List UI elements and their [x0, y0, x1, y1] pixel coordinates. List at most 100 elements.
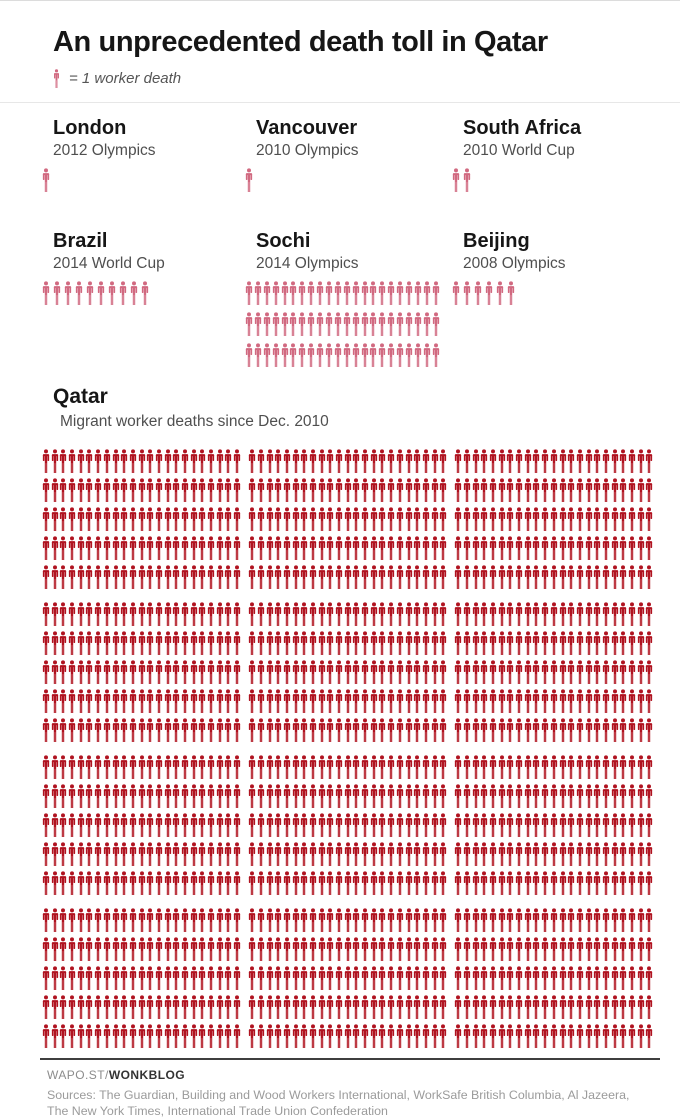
worker-icon: [103, 908, 111, 932]
worker-icon: [593, 755, 601, 779]
worker-icon: [422, 449, 430, 473]
worker-icon: [422, 937, 430, 961]
pictogram-block: [454, 602, 653, 626]
worker-icon: [431, 507, 439, 531]
pictogram-block: [42, 908, 241, 932]
worker-icon: [155, 966, 163, 990]
worker-icon: [585, 478, 593, 502]
worker-icon: [77, 871, 85, 895]
worker-icon: [85, 908, 93, 932]
pictogram-block: [248, 908, 447, 932]
worker-icon: [181, 602, 189, 626]
worker-icon: [431, 871, 439, 895]
pictogram-block: [248, 507, 447, 531]
worker-icon: [172, 718, 180, 742]
worker-icon: [172, 660, 180, 684]
worker-icon: [42, 281, 50, 305]
worker-icon: [224, 813, 232, 837]
worker-icon: [344, 478, 352, 502]
worker-icon: [198, 565, 206, 589]
worker-icon: [474, 281, 482, 305]
worker-icon: [439, 536, 447, 560]
worker-icon: [498, 755, 506, 779]
worker-icon: [164, 602, 172, 626]
worker-icon: [138, 631, 146, 655]
worker-icon: [146, 784, 154, 808]
worker-icon: [352, 281, 360, 305]
worker-icon: [361, 536, 369, 560]
worker-icon: [506, 1024, 514, 1048]
worker-icon: [68, 937, 76, 961]
pictogram-block: [248, 689, 447, 713]
worker-icon: [300, 478, 308, 502]
worker-icon: [292, 937, 300, 961]
worker-icon: [405, 784, 413, 808]
worker-icon: [300, 937, 308, 961]
worker-icon: [309, 784, 317, 808]
worker-icon: [489, 478, 497, 502]
worker-icon: [120, 631, 128, 655]
worker-icon: [361, 343, 369, 367]
worker-icon: [378, 565, 386, 589]
worker-icon: [103, 602, 111, 626]
worker-icon: [77, 755, 85, 779]
pictogram-block: [248, 718, 447, 742]
worker-icon: [506, 842, 514, 866]
group-pictogram: [452, 168, 652, 192]
worker-icon: [567, 1024, 575, 1048]
worker-icon: [224, 784, 232, 808]
worker-icon: [335, 784, 343, 808]
worker-icon: [283, 995, 291, 1019]
worker-icon: [207, 784, 215, 808]
worker-icon: [439, 660, 447, 684]
worker-icon: [300, 449, 308, 473]
worker-icon: [129, 908, 137, 932]
worker-icon: [112, 565, 120, 589]
worker-icon: [233, 660, 241, 684]
worker-icon: [472, 842, 480, 866]
worker-icon: [619, 602, 627, 626]
worker-icon: [224, 631, 232, 655]
worker-icon: [532, 937, 540, 961]
worker-icon: [413, 478, 421, 502]
worker-icon: [274, 478, 282, 502]
worker-icon: [283, 937, 291, 961]
group-london: London 2012 Olympics: [42, 117, 245, 192]
worker-icon: [628, 536, 636, 560]
worker-icon: [559, 937, 567, 961]
worker-icon: [559, 536, 567, 560]
worker-icon: [68, 784, 76, 808]
worker-icon: [146, 871, 154, 895]
worker-icon: [576, 937, 584, 961]
worker-icon: [585, 813, 593, 837]
worker-icon: [619, 689, 627, 713]
worker-icon: [541, 813, 549, 837]
worker-icon: [68, 565, 76, 589]
worker-icon: [216, 718, 224, 742]
worker-icon: [77, 908, 85, 932]
worker-icon: [619, 565, 627, 589]
worker-icon: [585, 966, 593, 990]
worker-icon: [454, 966, 462, 990]
worker-icon: [541, 755, 549, 779]
worker-icon: [51, 871, 59, 895]
worker-icon: [120, 1024, 128, 1048]
worker-icon: [532, 995, 540, 1019]
worker-icon: [129, 842, 137, 866]
worker-icon: [439, 871, 447, 895]
worker-icon: [216, 842, 224, 866]
worker-icon: [585, 908, 593, 932]
worker-icon: [207, 1024, 215, 1048]
worker-icon: [585, 784, 593, 808]
pictogram-row: [42, 718, 660, 742]
worker-icon: [637, 565, 645, 589]
worker-icon: [344, 507, 352, 531]
worker-icon: [326, 565, 334, 589]
worker-icon: [550, 718, 558, 742]
worker-icon: [254, 281, 262, 305]
footer: WAPO.ST/WONKBLOG Sources: The Guardian, …: [40, 1058, 660, 1119]
worker-icon: [489, 966, 497, 990]
pictogram-block: [248, 478, 447, 502]
worker-icon: [68, 966, 76, 990]
pictogram-block: [42, 842, 241, 866]
